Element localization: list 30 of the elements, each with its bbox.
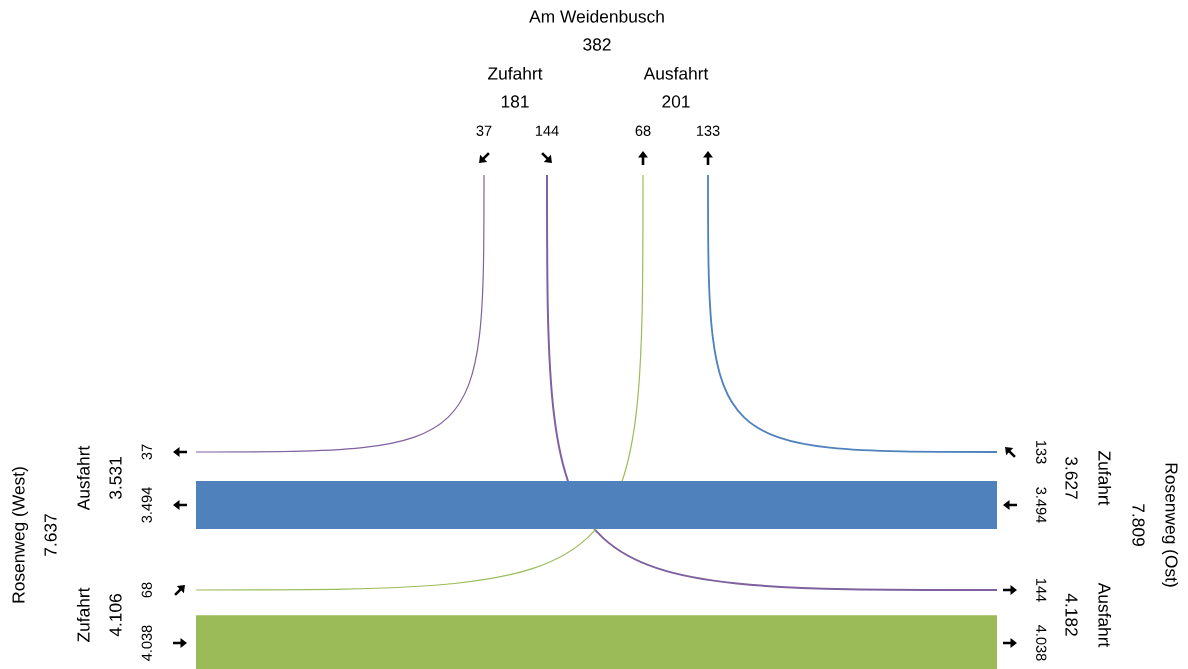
text: Ausfahrt xyxy=(643,66,709,80)
data-label: 144 xyxy=(535,125,559,136)
data-label: 7.809 xyxy=(1132,504,1145,546)
text: Zufahrt xyxy=(488,66,543,80)
category-label: Rosenweg (West) xyxy=(11,467,29,603)
data-label: 68 xyxy=(141,582,152,598)
data-label: 7.637 xyxy=(44,514,57,556)
data-label: 37 xyxy=(476,125,492,136)
data-label: 201 xyxy=(662,95,690,108)
data-label: 4.038 xyxy=(141,625,152,661)
data-label: 181 xyxy=(501,95,529,108)
text: Zufahrt xyxy=(1098,451,1112,506)
data-label: 4.038 xyxy=(1036,625,1047,661)
data-label: 144 xyxy=(1036,578,1047,602)
data-label: 3.494 xyxy=(1036,487,1047,523)
data-label: 3.494 xyxy=(141,487,152,523)
data-label: 382 xyxy=(583,38,611,51)
data-label: 37 xyxy=(141,444,152,460)
category-label: Rosenweg (Ost) xyxy=(1161,463,1179,587)
data-label: 68 xyxy=(635,125,651,136)
text: Ausfahrt xyxy=(76,445,90,511)
text: Ausfahrt xyxy=(1098,582,1112,648)
data-label: 4.182 xyxy=(1065,593,1078,636)
data-label: 133 xyxy=(696,125,720,136)
category-label: Am Weidenbusch xyxy=(529,9,664,23)
data-label: 3.627 xyxy=(1065,456,1078,499)
data-label: 133 xyxy=(1036,440,1047,464)
data-label: 3.531 xyxy=(109,457,122,500)
text: Zufahrt xyxy=(76,587,90,642)
data-label: 4.106 xyxy=(109,594,122,637)
